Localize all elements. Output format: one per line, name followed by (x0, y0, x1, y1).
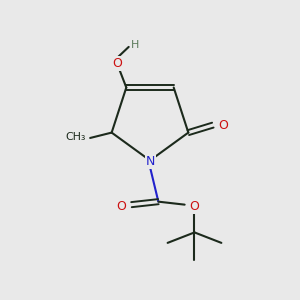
Text: O: O (112, 57, 122, 70)
Text: O: O (116, 200, 126, 213)
Text: O: O (190, 200, 200, 213)
Text: H: H (131, 40, 140, 50)
Text: N: N (146, 155, 155, 168)
Text: O: O (219, 118, 229, 132)
Text: CH₃: CH₃ (66, 132, 86, 142)
